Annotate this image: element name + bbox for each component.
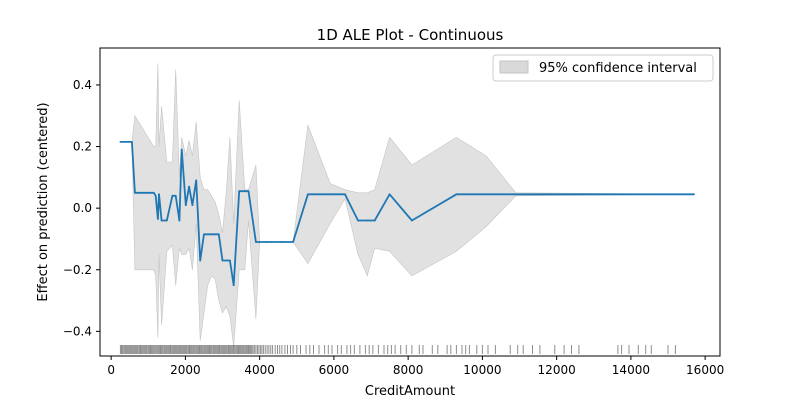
ale-point xyxy=(693,193,695,196)
ale-point xyxy=(455,193,458,196)
ale-point xyxy=(152,191,155,194)
y-tick-label: −0.2 xyxy=(63,263,92,277)
ale-line-layer xyxy=(119,140,695,287)
y-tick-label: 0.4 xyxy=(73,78,92,92)
ale-point xyxy=(188,185,191,188)
ale-point xyxy=(214,233,217,236)
rug-layer xyxy=(119,345,676,354)
ale-point xyxy=(514,193,517,196)
x-axis-label: CreditAmount xyxy=(365,384,455,399)
ale-point xyxy=(180,148,183,151)
ale-point xyxy=(411,219,413,222)
ale-point xyxy=(131,141,133,143)
ale-point xyxy=(266,241,268,243)
ale-point xyxy=(232,284,235,287)
y-tick-label: 0.2 xyxy=(73,140,92,154)
legend-swatch-confidence xyxy=(499,60,529,74)
ale-point xyxy=(206,233,209,236)
x-tick-label: 8000 xyxy=(393,363,424,377)
ale-point xyxy=(247,190,250,193)
ale-point xyxy=(281,241,283,243)
ale-point xyxy=(195,179,198,182)
x-axis-ticks: 0 2000 4000 6000 8000 10000 12000 14000 16000 xyxy=(107,356,724,377)
ale-point xyxy=(269,241,272,243)
ale-point xyxy=(157,218,159,220)
ale-point xyxy=(292,241,294,243)
ale-point xyxy=(238,190,241,193)
ale-point xyxy=(373,219,376,222)
legend: 95% confidence interval xyxy=(492,54,714,82)
y-axis-label: Effect on prediction (centered) xyxy=(36,102,51,301)
legend-label-confidence: 95% confidence interval xyxy=(539,61,697,76)
ale-point xyxy=(243,190,246,193)
ale-point xyxy=(258,241,261,243)
ale-point xyxy=(307,193,309,196)
y-tick-label: −0.4 xyxy=(63,324,92,338)
confidence-band xyxy=(120,63,695,347)
ale-point xyxy=(210,233,213,236)
x-tick-label: 12000 xyxy=(538,363,576,377)
ale-point xyxy=(199,259,202,262)
ale-point xyxy=(255,241,257,243)
chart-title: 1D ALE Plot - Continuous xyxy=(317,26,504,44)
x-tick-label: 6000 xyxy=(319,363,350,377)
ale-point xyxy=(184,204,187,207)
x-tick-label: 10000 xyxy=(463,363,501,377)
ale-point xyxy=(221,259,224,262)
ale-point xyxy=(203,233,205,236)
ale-point xyxy=(225,259,228,262)
ale-point xyxy=(119,141,122,143)
ale-point xyxy=(160,219,163,222)
ale-point xyxy=(165,219,168,222)
x-tick-label: 4000 xyxy=(244,363,275,377)
ale-point xyxy=(174,194,177,197)
y-axis-ticks: −0.4 −0.2 0.0 0.2 0.4 xyxy=(63,78,100,338)
ale-point xyxy=(154,194,157,197)
legend-frame xyxy=(492,54,714,82)
ale-point xyxy=(485,193,487,196)
ale-point xyxy=(134,191,136,194)
x-tick-label: 16000 xyxy=(686,363,724,377)
ale-point xyxy=(191,204,194,207)
x-tick-label: 14000 xyxy=(612,363,650,377)
confidence-band-layer xyxy=(120,63,695,347)
ale-point xyxy=(158,193,160,196)
ale-point xyxy=(171,194,174,197)
ale-point xyxy=(329,193,332,196)
ale-point xyxy=(217,233,220,236)
x-tick-label: 2000 xyxy=(170,363,201,377)
ale-point xyxy=(388,193,391,196)
ale-point xyxy=(344,193,346,196)
axes-frame xyxy=(99,47,721,357)
ale-point xyxy=(178,219,181,222)
x-tick-label: 0 xyxy=(107,363,115,377)
y-tick-label: 0.0 xyxy=(73,201,92,215)
ale-point xyxy=(366,219,369,222)
ale-point xyxy=(229,259,231,262)
ale-point xyxy=(357,219,359,222)
